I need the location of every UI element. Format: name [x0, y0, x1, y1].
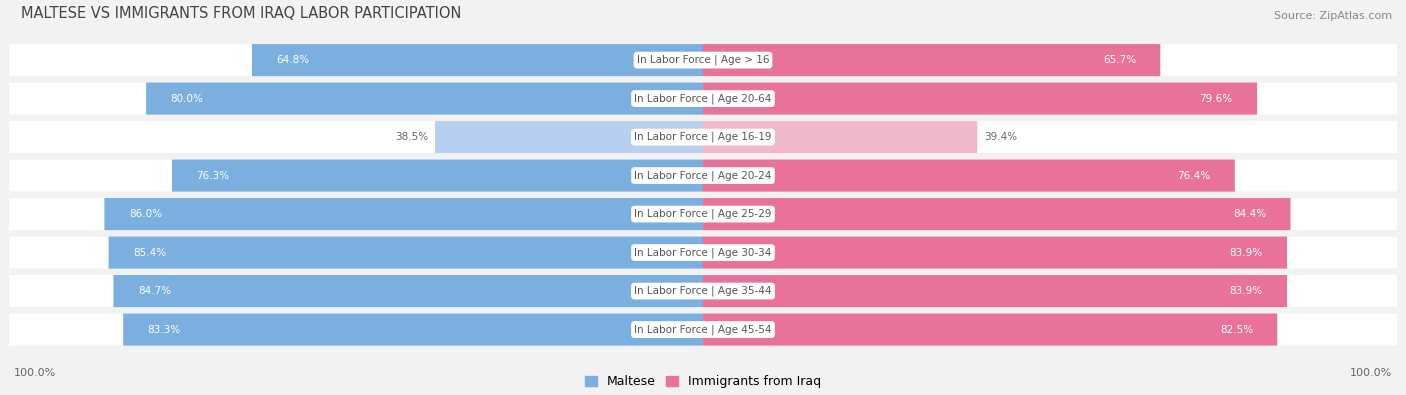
- FancyBboxPatch shape: [8, 314, 1398, 346]
- Text: MALTESE VS IMMIGRANTS FROM IRAQ LABOR PARTICIPATION: MALTESE VS IMMIGRANTS FROM IRAQ LABOR PA…: [21, 6, 461, 21]
- Text: 79.6%: 79.6%: [1199, 94, 1233, 103]
- FancyBboxPatch shape: [8, 160, 1398, 192]
- FancyBboxPatch shape: [8, 237, 1398, 269]
- Text: 85.4%: 85.4%: [134, 248, 166, 258]
- Text: In Labor Force | Age 35-44: In Labor Force | Age 35-44: [634, 286, 772, 296]
- FancyBboxPatch shape: [703, 237, 1286, 269]
- Text: 83.3%: 83.3%: [148, 325, 181, 335]
- FancyBboxPatch shape: [172, 160, 703, 192]
- Text: 100.0%: 100.0%: [14, 368, 56, 378]
- Text: 39.4%: 39.4%: [984, 132, 1018, 142]
- FancyBboxPatch shape: [8, 275, 1398, 307]
- Text: Source: ZipAtlas.com: Source: ZipAtlas.com: [1274, 11, 1392, 21]
- Legend: Maltese, Immigrants from Iraq: Maltese, Immigrants from Iraq: [582, 373, 824, 391]
- FancyBboxPatch shape: [146, 83, 703, 115]
- Text: 100.0%: 100.0%: [1350, 368, 1392, 378]
- FancyBboxPatch shape: [8, 121, 1398, 153]
- FancyBboxPatch shape: [108, 237, 703, 269]
- FancyBboxPatch shape: [703, 83, 1257, 115]
- Text: In Labor Force | Age 20-24: In Labor Force | Age 20-24: [634, 170, 772, 181]
- Text: In Labor Force | Age 30-34: In Labor Force | Age 30-34: [634, 247, 772, 258]
- FancyBboxPatch shape: [8, 237, 1398, 269]
- Text: In Labor Force | Age 25-29: In Labor Force | Age 25-29: [634, 209, 772, 219]
- FancyBboxPatch shape: [703, 121, 977, 153]
- Text: 84.4%: 84.4%: [1233, 209, 1267, 219]
- FancyBboxPatch shape: [703, 198, 1291, 230]
- FancyBboxPatch shape: [8, 160, 1398, 192]
- FancyBboxPatch shape: [703, 314, 1277, 346]
- FancyBboxPatch shape: [703, 160, 1234, 192]
- Text: 83.9%: 83.9%: [1229, 286, 1263, 296]
- FancyBboxPatch shape: [124, 314, 703, 346]
- FancyBboxPatch shape: [434, 121, 703, 153]
- FancyBboxPatch shape: [8, 83, 1398, 115]
- FancyBboxPatch shape: [8, 314, 1398, 346]
- Text: In Labor Force | Age 16-19: In Labor Force | Age 16-19: [634, 132, 772, 142]
- Text: 82.5%: 82.5%: [1220, 325, 1253, 335]
- FancyBboxPatch shape: [114, 275, 703, 307]
- Text: 76.3%: 76.3%: [197, 171, 229, 181]
- Text: 83.9%: 83.9%: [1229, 248, 1263, 258]
- FancyBboxPatch shape: [8, 44, 1398, 76]
- FancyBboxPatch shape: [8, 198, 1398, 230]
- FancyBboxPatch shape: [8, 121, 1398, 153]
- FancyBboxPatch shape: [8, 83, 1398, 115]
- Text: 65.7%: 65.7%: [1102, 55, 1136, 65]
- Text: 64.8%: 64.8%: [277, 55, 309, 65]
- Text: In Labor Force | Age 45-54: In Labor Force | Age 45-54: [634, 324, 772, 335]
- Text: In Labor Force | Age > 16: In Labor Force | Age > 16: [637, 55, 769, 65]
- FancyBboxPatch shape: [703, 44, 1160, 76]
- Text: In Labor Force | Age 20-64: In Labor Force | Age 20-64: [634, 93, 772, 104]
- FancyBboxPatch shape: [252, 44, 703, 76]
- FancyBboxPatch shape: [703, 275, 1286, 307]
- Text: 80.0%: 80.0%: [170, 94, 204, 103]
- FancyBboxPatch shape: [104, 198, 703, 230]
- Text: 76.4%: 76.4%: [1177, 171, 1211, 181]
- Text: 86.0%: 86.0%: [129, 209, 162, 219]
- FancyBboxPatch shape: [8, 275, 1398, 307]
- FancyBboxPatch shape: [8, 198, 1398, 230]
- Text: 38.5%: 38.5%: [395, 132, 427, 142]
- Text: 84.7%: 84.7%: [138, 286, 172, 296]
- FancyBboxPatch shape: [8, 44, 1398, 76]
